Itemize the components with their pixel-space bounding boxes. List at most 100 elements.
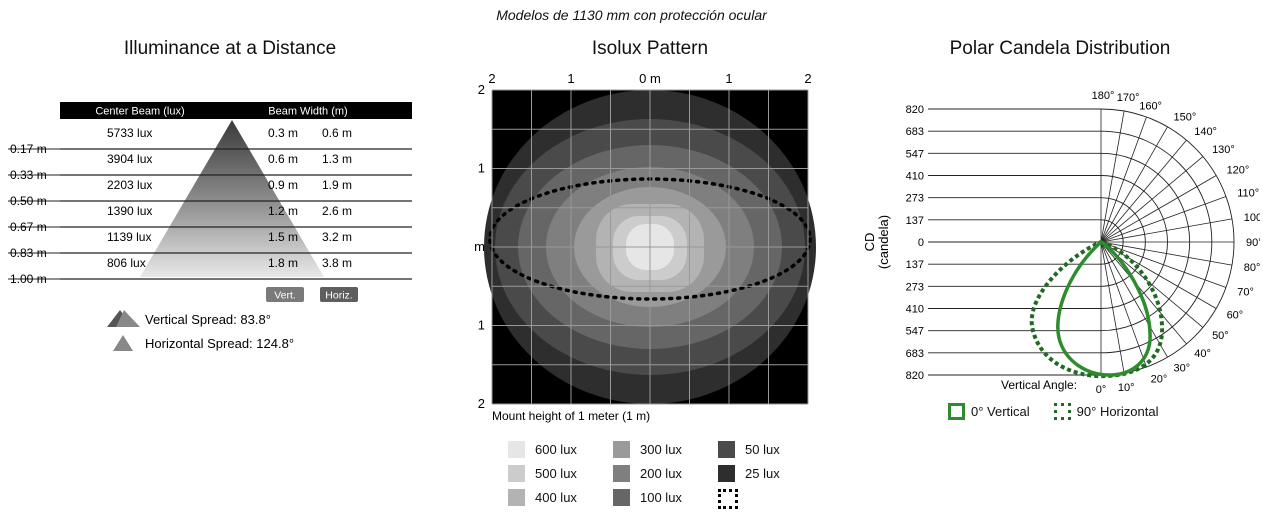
- polar-angle-label: 80°: [1244, 262, 1260, 274]
- polar-legend: 0° Vertical 90° Horizontal: [948, 403, 1158, 420]
- distance-label: 0.67 m: [10, 220, 47, 234]
- candela-axis-label: (candela): [876, 215, 891, 269]
- polar-angle-label: 50°: [1212, 330, 1229, 342]
- polar-ray: [1100, 196, 1227, 243]
- center-lux-value: 2203 lux: [107, 178, 152, 192]
- isolux-dotted-legend-swatch: [718, 489, 738, 509]
- polar-ray: [1100, 241, 1125, 374]
- polar-angle-label: 70°: [1237, 287, 1254, 299]
- cd-tick-label: 273: [906, 281, 924, 293]
- vertical-candela-curve: [1056, 239, 1152, 377]
- isolux-left-label: 2: [478, 82, 485, 97]
- horizontal-legend-label: 90° Horizontal: [1076, 404, 1159, 419]
- vert-width-value: 1.5 m: [268, 230, 298, 244]
- polar-ray: [1100, 241, 1187, 345]
- horizontal-spread-label: Horizontal Spread: 124.8°: [145, 336, 294, 351]
- vert-tag: Vert.: [274, 290, 296, 302]
- horizontal-candela-curve: [1029, 239, 1165, 379]
- isolux-legend-swatch: [508, 465, 525, 482]
- cd-axis-label: CD: [862, 233, 877, 252]
- cd-tick-label: 683: [906, 348, 924, 360]
- polar-ray: [1100, 175, 1217, 243]
- vert-width-value: 0.6 m: [268, 152, 298, 166]
- center-lux-value: 5733 lux: [107, 126, 152, 140]
- horiz-width-value: 1.9 m: [322, 178, 352, 192]
- vert-width-value: 0.3 m: [268, 126, 298, 140]
- polar-ray: [1100, 110, 1125, 243]
- polar-angle-label: 120°: [1227, 165, 1250, 177]
- isolux-legend-swatch: [718, 441, 735, 458]
- isolux-legend-swatch: [508, 441, 525, 458]
- isolux-legend: 600 lux 300 lux 50 lux 500 lux 200 lux 25 lux…: [508, 441, 808, 511]
- isolux-legend-item: 25 lux: [718, 465, 780, 482]
- polar-angle-label: 30°: [1174, 363, 1191, 375]
- header-beam-width: Beam Width (m): [268, 106, 347, 118]
- center-lux-value: 806 lux: [107, 256, 146, 270]
- polar-angle-label: 90°: [1246, 237, 1260, 249]
- isolux-mount-note: Mount height of 1 meter (1 m): [492, 409, 650, 423]
- illuminance-title: Illuminance at a Distance: [123, 38, 337, 59]
- cd-tick-label: 410: [906, 304, 924, 316]
- distance-label: 1.00 m: [10, 272, 47, 286]
- isolux-top-label: 2: [488, 71, 495, 86]
- center-lux-value: 1390 lux: [107, 204, 152, 218]
- isolux-legend-item: 50 lux: [718, 441, 780, 458]
- isolux-legend-item: 200 lux: [613, 465, 682, 482]
- isolux-legend-label: 500 lux: [535, 466, 577, 481]
- vertical-legend-swatch: [948, 403, 965, 420]
- isolux-legend-item: 400 lux: [508, 489, 577, 506]
- isolux-title: Isolux Pattern: [591, 38, 709, 59]
- polar-angle-label: 0°: [1096, 384, 1107, 396]
- illuminance-header-bar: [60, 102, 412, 119]
- isolux-legend-item: 100 lux: [613, 489, 682, 506]
- polar-ray: [1100, 116, 1147, 243]
- polar-angle-label: 130°: [1212, 144, 1235, 156]
- polar-ray: [1100, 241, 1227, 288]
- horiz-width-value: 2.6 m: [322, 204, 352, 218]
- cd-tick-label: 0: [918, 237, 924, 249]
- distance-label: 0.33 m: [10, 168, 47, 182]
- vertical-legend-label: 0° Vertical: [971, 404, 1030, 419]
- isolux-legend-label: 200 lux: [640, 466, 682, 481]
- horizontal-spread-icon: [113, 335, 133, 351]
- polar-angle-label: 60°: [1227, 310, 1244, 322]
- polar-angle-label: 20°: [1151, 373, 1168, 385]
- polar-angle-label: 40°: [1194, 348, 1211, 360]
- cd-tick-label: 547: [906, 326, 924, 338]
- isolux-top-label: 1: [567, 71, 574, 86]
- isolux-legend-swatch: [718, 465, 735, 482]
- polar-angle-label: 140°: [1194, 126, 1217, 138]
- cd-tick-label: 273: [906, 193, 924, 205]
- isolux-top-label: 1: [725, 71, 732, 86]
- isolux-legend-item: 500 lux: [508, 465, 577, 482]
- vertical-angle-label: Vertical Angle:: [1001, 378, 1077, 392]
- isolux-left-label: 0 m: [470, 239, 485, 254]
- isolux-left-label: 1: [478, 318, 485, 333]
- polar-ray: [1100, 156, 1204, 243]
- vertical-spread-label: Vertical Spread: 83.8°: [145, 312, 271, 327]
- polar-title: Polar Candela Distribution: [949, 38, 1171, 59]
- vert-tag-box: [266, 287, 304, 302]
- cd-tick-label: 683: [906, 126, 924, 138]
- vert-width-value: 1.2 m: [268, 204, 298, 218]
- beam-cone: [140, 120, 324, 277]
- horiz-width-value: 0.6 m: [322, 126, 352, 140]
- polar-angle-label: 160°: [1139, 101, 1162, 113]
- isolux-legend-swatch: [613, 441, 630, 458]
- cd-tick-label: 820: [906, 104, 924, 116]
- isolux-left-label: 1: [478, 161, 485, 176]
- polar-angle-label: 100°: [1244, 212, 1260, 224]
- vert-width-value: 1.8 m: [268, 256, 298, 270]
- polar-angle-label: 170°: [1117, 92, 1140, 104]
- isolux-legend-label: 300 lux: [640, 442, 682, 457]
- isolux-legend-label: 400 lux: [535, 490, 577, 505]
- distance-label: 0.50 m: [10, 194, 47, 208]
- isolux-top-label: 2: [804, 71, 811, 86]
- polar-angle-label: 10°: [1118, 382, 1135, 394]
- polar-ray: [1100, 241, 1233, 266]
- polar-chart: 820 683 547 410 273 137 0 137 273 410 547 683 820 18…: [862, 90, 1260, 396]
- isolux-legend-label: 600 lux: [535, 442, 577, 457]
- polar-ray: [1100, 126, 1168, 243]
- isolux-legend-label: 50 lux: [745, 442, 780, 457]
- isolux-legend-swatch: [613, 465, 630, 482]
